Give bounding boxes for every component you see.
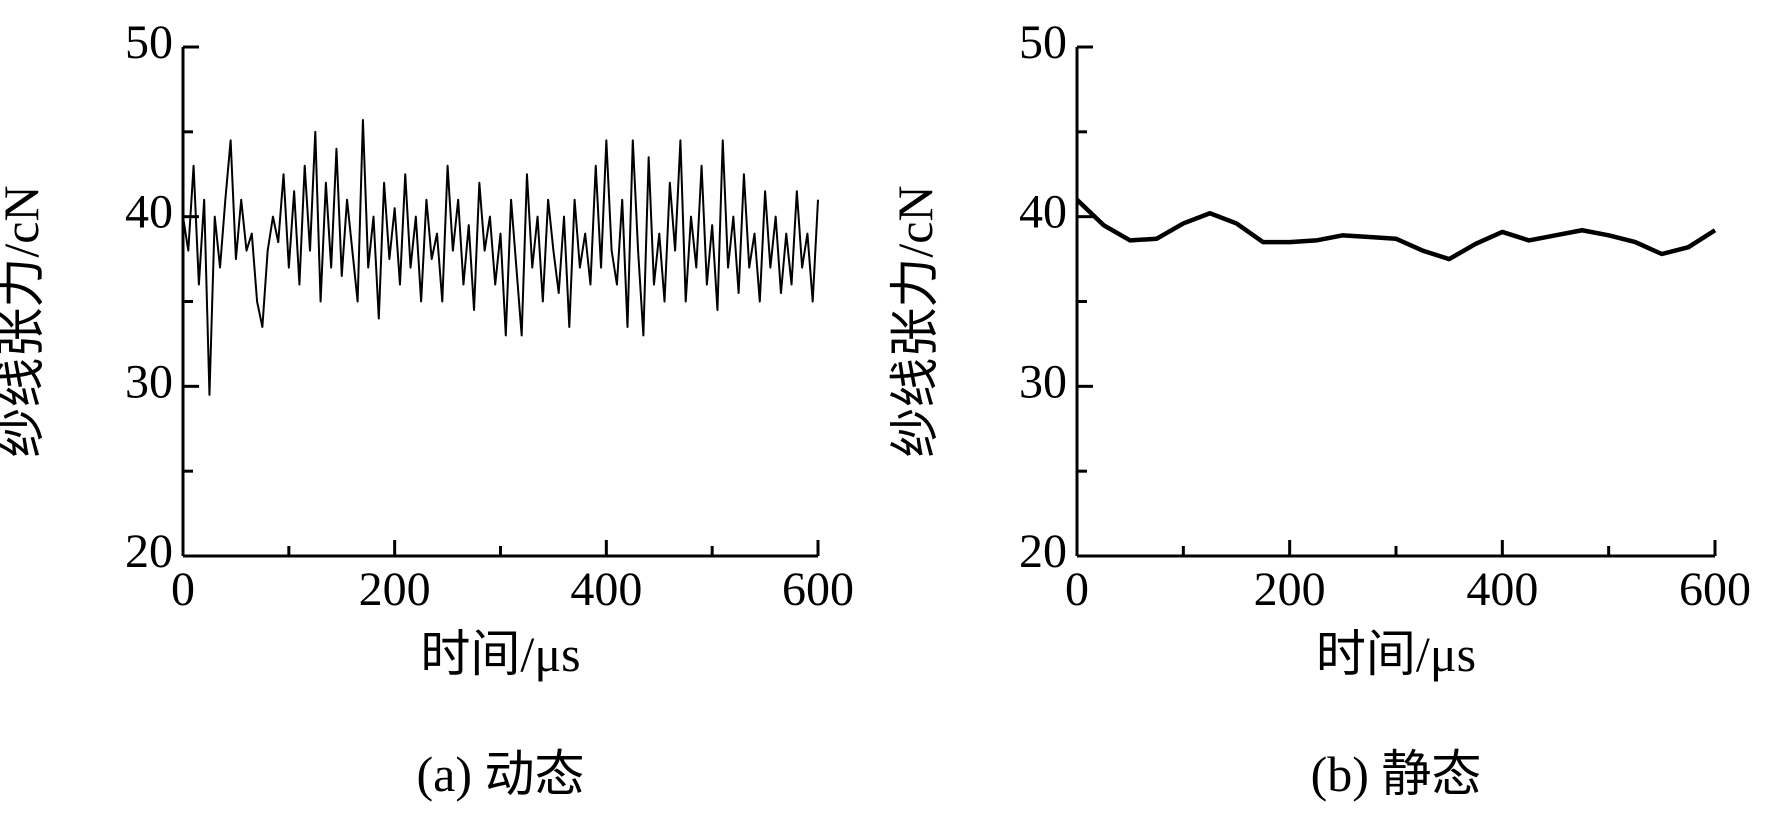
x-tick-label: 600 (782, 563, 854, 616)
y-tick-label: 20 (1019, 525, 1067, 578)
y-axis-label: 纱线张力/cN (887, 185, 943, 457)
y-tick-label: 40 (1019, 186, 1067, 239)
x-tick-label: 200 (1254, 563, 1326, 616)
y-tick-label: 20 (125, 525, 173, 578)
y-tick-label: 40 (125, 186, 173, 239)
x-tick-label: 400 (570, 563, 642, 616)
x-tick-label: 200 (359, 563, 431, 616)
y-tick-label: 30 (1019, 355, 1067, 408)
x-axis-label: 时间/μs (420, 626, 580, 682)
x-tick-label: 0 (171, 563, 195, 616)
y-tick-label: 50 (125, 16, 173, 69)
y-tick-label: 50 (1019, 16, 1067, 69)
data-line (182, 118, 819, 396)
x-axis-label: 时间/μs (1316, 626, 1476, 682)
caption: (b) 静态 (1311, 746, 1482, 802)
x-tick-label: 600 (1679, 563, 1751, 616)
data-line (1075, 198, 1717, 262)
y-tick-label: 30 (125, 355, 173, 408)
caption: (a) 动态 (417, 746, 585, 802)
x-tick-label: 0 (1065, 563, 1089, 616)
x-tick-label: 400 (1466, 563, 1538, 616)
y-axis-label: 纱线张力/cN (0, 185, 49, 457)
